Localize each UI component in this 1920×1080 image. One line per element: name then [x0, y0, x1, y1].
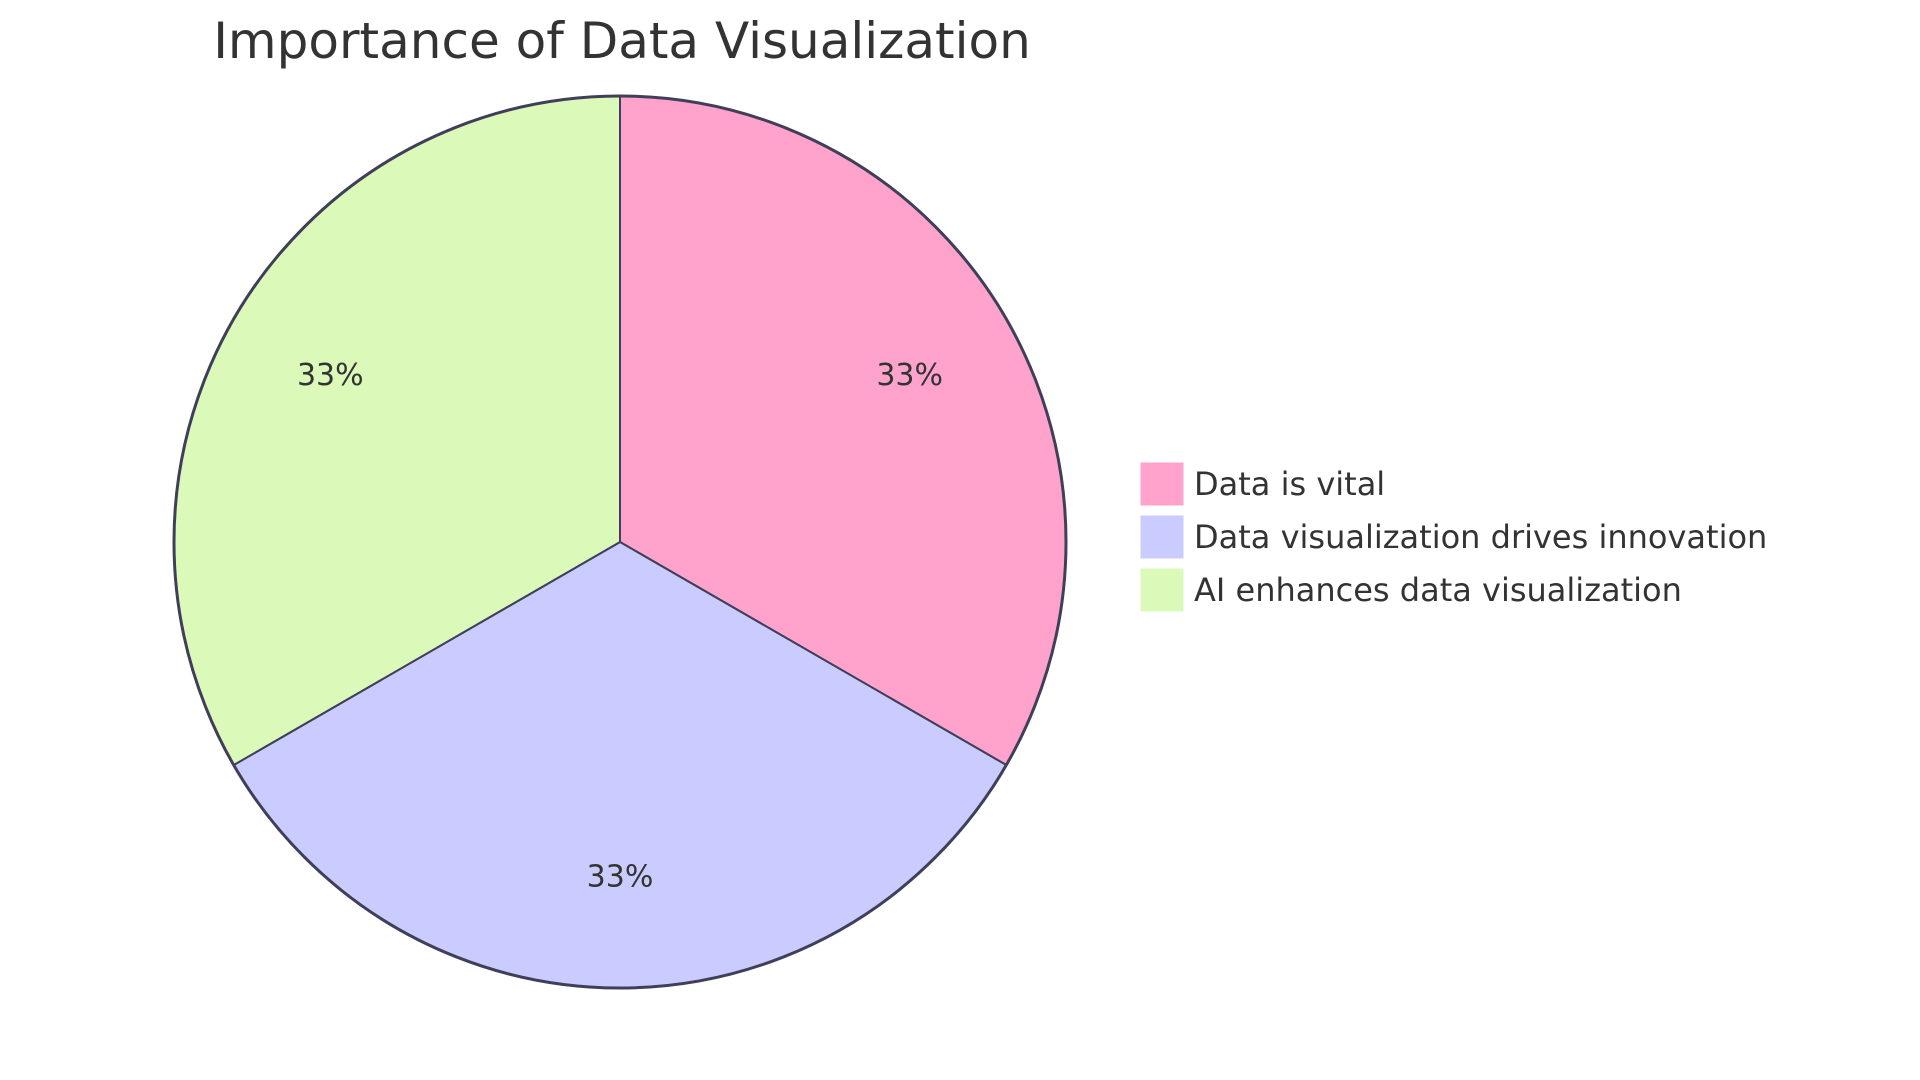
- legend-swatch-1: [1139, 514, 1185, 560]
- legend-label-1: Data visualization drives innovation: [1194, 518, 1767, 556]
- slice-percent-label-1: 33%: [587, 860, 654, 895]
- pie-outline: [172, 94, 1068, 990]
- legend-item-0: Data is vital: [1139, 461, 1385, 507]
- chart-title: Importance of Data Visualization: [213, 12, 1031, 70]
- legend-item-2: AI enhances data visualization: [1139, 567, 1682, 613]
- legend-swatch-0: [1139, 461, 1185, 507]
- legend-label-0: Data is vital: [1194, 465, 1385, 503]
- pie-slice-labels: 33% 33% 33%: [297, 358, 943, 895]
- legend-label-2: AI enhances data visualization: [1194, 571, 1682, 609]
- slice-percent-label-2: 33%: [297, 358, 364, 393]
- pie-slices: [172, 94, 1068, 990]
- legend-swatch-2: [1139, 567, 1185, 613]
- slice-percent-label-0: 33%: [876, 358, 943, 393]
- legend: Data is vital Data visualization drives i…: [1139, 461, 1767, 613]
- legend-item-1: Data visualization drives innovation: [1139, 514, 1767, 560]
